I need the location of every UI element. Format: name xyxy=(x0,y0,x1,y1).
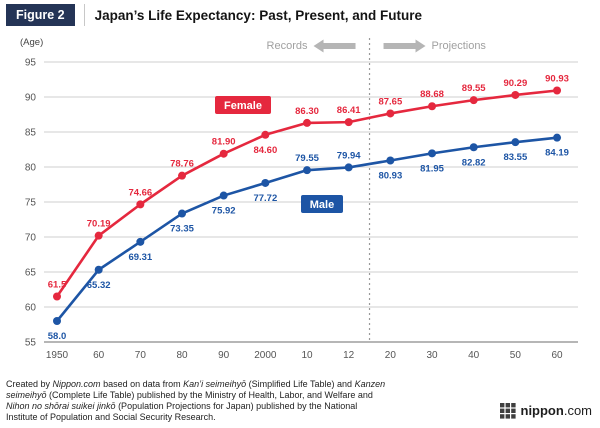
female-marker xyxy=(53,292,61,301)
female-value-label: 90.29 xyxy=(503,78,527,89)
y-axis-title: (Age) xyxy=(20,37,43,48)
y-axis-tick-label: 75 xyxy=(25,198,37,209)
x-axis-tick-label: 90 xyxy=(218,350,230,361)
male-marker xyxy=(344,163,353,172)
male-value-label: 69.31 xyxy=(128,252,152,263)
female-legend-label: Female xyxy=(224,100,262,112)
records-label: Records xyxy=(267,40,308,52)
female-marker xyxy=(261,130,270,139)
y-axis-tick-label: 90 xyxy=(25,93,37,104)
male-value-label: 81.95 xyxy=(420,163,444,174)
y-axis-tick-label: 95 xyxy=(25,58,37,69)
female-value-label: 74.66 xyxy=(128,187,152,198)
projections-arrow-icon xyxy=(383,39,426,53)
x-axis-tick-label: 40 xyxy=(468,350,480,361)
records-arrow-icon xyxy=(313,39,356,53)
male-marker xyxy=(261,178,270,187)
female-value-label: 86.41 xyxy=(337,105,361,116)
female-marker xyxy=(219,149,228,158)
x-axis-tick-label: 80 xyxy=(176,350,188,361)
female-marker xyxy=(303,118,312,127)
nippon-logo[interactable]: nippon.com xyxy=(499,402,592,420)
male-legend-label: Male xyxy=(310,199,334,211)
male-marker xyxy=(553,133,562,142)
male-value-label: 83.55 xyxy=(503,152,527,163)
male-marker xyxy=(303,166,312,175)
male-marker xyxy=(428,149,437,158)
male-value-label: 80.93 xyxy=(378,170,402,181)
female-value-label: 87.65 xyxy=(378,96,402,107)
male-marker xyxy=(178,209,187,218)
female-marker xyxy=(553,86,562,95)
nippon-logo-domain: .com xyxy=(563,403,592,418)
male-marker xyxy=(511,138,520,147)
male-value-label: 75.92 xyxy=(212,206,236,217)
male-marker xyxy=(386,156,395,165)
figure-number-badge: Figure 2 xyxy=(6,4,75,26)
female-marker xyxy=(386,109,395,118)
female-marker xyxy=(344,118,353,127)
y-axis-tick-label: 55 xyxy=(25,338,37,349)
female-marker xyxy=(94,231,103,240)
x-axis-tick-label: 12 xyxy=(343,350,355,361)
y-axis-tick-label: 85 xyxy=(25,128,37,139)
x-axis-tick-label: 1950 xyxy=(46,350,69,361)
male-marker xyxy=(219,191,228,200)
y-axis-tick-label: 70 xyxy=(25,233,37,244)
life-expectancy-line-chart: 55 60 65 70 75 80 85 90 95 (Age) 1950 60 70 80 90 2000 1… xyxy=(20,37,578,361)
male-value-label: 79.55 xyxy=(295,153,319,164)
male-value-label: 58.0 xyxy=(48,331,67,342)
female-value-label: 90.93 xyxy=(545,73,569,84)
female-value-label: 61.5 xyxy=(48,280,67,291)
female-marker xyxy=(178,171,187,180)
source-note: Created by Nippon.com based on data from… xyxy=(6,379,486,423)
y-axis-tick-label: 80 xyxy=(25,163,37,174)
x-axis-tick-label: 50 xyxy=(510,350,522,361)
female-value-label: 88.68 xyxy=(420,89,444,100)
male-marker xyxy=(53,317,61,325)
source-note-line: Created by Nippon.com based on data from… xyxy=(6,379,386,389)
header-divider xyxy=(83,4,85,26)
male-marker xyxy=(469,143,478,152)
female-value-label: 78.76 xyxy=(170,159,194,170)
figure-title: Japan’s Life Expectancy: Past, Present, … xyxy=(94,7,422,23)
female-marker xyxy=(511,90,520,99)
x-axis-tick-label: 60 xyxy=(551,350,563,361)
male-value-label: 84.19 xyxy=(545,148,569,159)
female-value-label: 70.19 xyxy=(87,219,111,230)
male-legend-badge xyxy=(301,195,343,213)
female-value-label: 86.30 xyxy=(295,106,319,117)
female-value-label: 89.55 xyxy=(462,83,486,94)
male-marker xyxy=(136,237,145,246)
x-axis-tick-label: 60 xyxy=(93,350,105,361)
female-marker xyxy=(136,200,145,209)
figure-header: Figure 2 Japan’s Life Expectancy: Past, … xyxy=(0,0,600,30)
x-axis-tick-label: 2000 xyxy=(254,350,277,361)
nippon-logo-name: nippon xyxy=(520,403,564,418)
nippon-grid-icon xyxy=(499,403,516,419)
x-axis-tick-label: 70 xyxy=(135,350,147,361)
x-axis-tick-label: 30 xyxy=(426,350,438,361)
y-axis-tick-label: 65 xyxy=(25,268,37,279)
female-marker xyxy=(428,102,437,111)
source-note-line: seimeihyō (Complete Life Table) publishe… xyxy=(6,390,373,400)
x-axis-tick-label: 20 xyxy=(385,350,397,361)
x-axis-tick-label: 10 xyxy=(301,350,313,361)
female-value-label: 84.60 xyxy=(253,145,277,156)
male-value-label: 65.32 xyxy=(87,280,111,291)
male-value-label: 77.72 xyxy=(253,193,277,204)
female-value-label: 81.90 xyxy=(212,137,236,148)
male-marker xyxy=(94,265,103,274)
female-legend-badge xyxy=(215,96,271,114)
male-value-label: 73.35 xyxy=(170,224,194,235)
source-note-line: Institute of Population and Social Secur… xyxy=(6,412,216,422)
male-value-label: 82.82 xyxy=(462,157,486,168)
female-marker xyxy=(469,96,478,105)
male-value-label: 79.94 xyxy=(337,150,361,161)
y-axis-tick-label: 60 xyxy=(25,303,37,314)
projections-label: Projections xyxy=(432,40,487,52)
source-note-line: Nihon no shōrai suikei jinkō (Population… xyxy=(6,401,358,411)
